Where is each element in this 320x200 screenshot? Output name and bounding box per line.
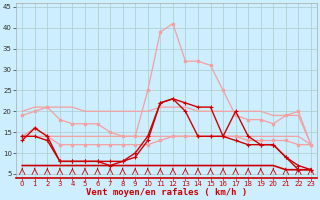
X-axis label: Vent moyen/en rafales ( km/h ): Vent moyen/en rafales ( km/h ): [86, 188, 247, 197]
